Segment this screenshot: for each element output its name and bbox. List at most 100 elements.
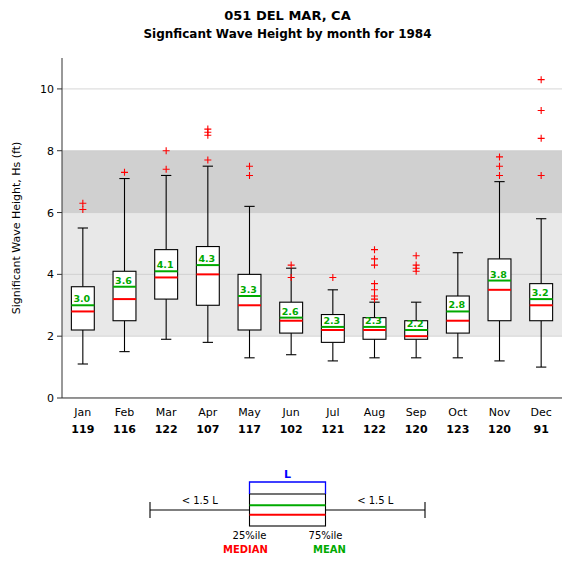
flier: [538, 172, 545, 179]
upper-whisker: [499, 182, 500, 259]
x-tick-label: Jan: [73, 406, 91, 419]
key-iqr-label: L: [284, 468, 291, 481]
median-line: [405, 335, 428, 337]
y-tick-label: 2: [47, 330, 54, 343]
median-line: [155, 276, 178, 278]
mean-label: 3.2: [532, 287, 549, 298]
key-whisker: [326, 509, 426, 510]
lower-whisker: [82, 330, 83, 364]
median-line: [113, 298, 136, 300]
upper-cap: [203, 166, 213, 167]
box: [488, 259, 511, 321]
box: [446, 296, 469, 333]
flier: [204, 126, 211, 133]
upper-cap: [453, 252, 463, 253]
flier: [246, 172, 253, 179]
flier: [496, 172, 503, 179]
x-tick-label: May: [238, 406, 261, 419]
mean-line: [363, 326, 386, 328]
plot-area: [62, 76, 562, 398]
box: [280, 302, 303, 333]
flier: [413, 268, 420, 275]
y-tick-label: 8: [47, 145, 54, 158]
mean-line: [155, 270, 178, 272]
count-label: 120: [488, 423, 511, 436]
box-group: [71, 200, 94, 364]
lower-cap: [244, 357, 254, 358]
flier: [121, 169, 128, 176]
box: [196, 247, 219, 306]
upper-whisker: [207, 166, 208, 246]
box: [321, 315, 344, 343]
upper-cap: [536, 218, 546, 219]
median-line: [238, 304, 261, 306]
mean-line: [238, 295, 261, 297]
flier: [371, 246, 378, 253]
upper-cap: [411, 302, 421, 303]
upper-whisker: [332, 290, 333, 315]
box-group: [280, 262, 303, 355]
box-group: [488, 153, 511, 361]
lower-cap: [369, 357, 379, 358]
upper-cap: [244, 206, 254, 207]
upper-whisker: [541, 219, 542, 284]
x-tick-label: Nov: [489, 406, 511, 419]
count-label: 116: [113, 423, 136, 436]
flier: [79, 200, 86, 207]
y-tick: [57, 88, 62, 89]
grid-line: [62, 274, 562, 275]
x-axis-line: [62, 398, 562, 399]
count-label: 123: [446, 423, 469, 436]
mean-label: 3.3: [240, 284, 257, 295]
median-line: [363, 329, 386, 331]
lower-cap: [161, 339, 171, 340]
mean-label: 4.3: [198, 253, 215, 264]
background-band: [62, 213, 562, 337]
x-tick-label: Aug: [364, 406, 385, 419]
flier: [329, 274, 336, 281]
mean-label: 2.2: [407, 318, 424, 329]
upper-whisker: [166, 175, 167, 249]
grid-line: [62, 212, 562, 213]
lower-whisker: [291, 333, 292, 355]
mean-labels: 3.03.64.14.33.32.62.32.32.22.83.83.2: [73, 253, 548, 329]
y-tick-label: 0: [47, 392, 54, 405]
count-label: 122: [155, 423, 178, 436]
key-lower-label: 25%ile: [233, 530, 267, 541]
flier: [538, 135, 545, 142]
flier: [538, 107, 545, 114]
key-cap: [424, 502, 425, 518]
mean-line: [71, 304, 94, 306]
flier: [163, 166, 170, 173]
flier: [163, 147, 170, 154]
key-whisker-label: < 1.5 L: [182, 495, 219, 506]
box-group: [321, 274, 344, 361]
median-line: [196, 273, 219, 275]
box-group: [155, 147, 178, 339]
flier: [496, 163, 503, 170]
lower-cap: [78, 363, 88, 364]
lower-cap: [494, 360, 504, 361]
legend-key: L< 1.5 L< 1.5 L25%ile75%ileMEDIANMEAN: [150, 468, 425, 555]
mean-label: 4.1: [157, 259, 174, 270]
flier: [371, 255, 378, 262]
median-line: [321, 329, 344, 331]
mean-label: 2.3: [365, 315, 382, 326]
lower-cap: [536, 367, 546, 368]
key-mean-line: [250, 504, 326, 506]
upper-cap: [328, 289, 338, 290]
y-tick: [57, 212, 62, 213]
key-median-line: [250, 514, 326, 516]
x-tick-label: Jun: [282, 406, 300, 419]
mean-label: 2.3: [323, 315, 340, 326]
flier: [538, 76, 545, 83]
y-tick: [57, 398, 62, 399]
y-tick-label: 4: [47, 268, 54, 281]
x-tick-label: Feb: [115, 406, 134, 419]
lower-whisker: [332, 342, 333, 361]
lower-cap: [411, 357, 421, 358]
count-label: 91: [534, 423, 549, 436]
upper-cap: [494, 181, 504, 182]
x-tick-label: Mar: [156, 406, 177, 419]
flier: [246, 163, 253, 170]
